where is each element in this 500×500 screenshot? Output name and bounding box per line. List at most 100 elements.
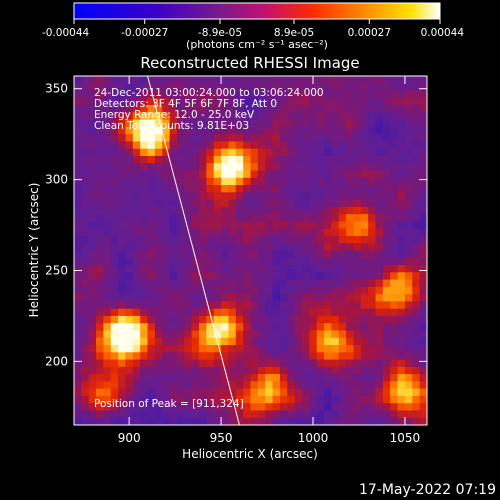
heatmap-cell — [404, 286, 413, 295]
heatmap-cell — [360, 272, 369, 280]
heatmap-cell — [140, 185, 148, 193]
heatmap-cell — [169, 105, 178, 113]
heatmap-cell — [213, 105, 222, 113]
heatmap-cell — [147, 214, 156, 222]
heatmap-cell — [265, 243, 273, 251]
heatmap-cell — [154, 286, 163, 295]
heatmap-cell — [368, 330, 376, 339]
heatmap-cell — [110, 126, 119, 135]
heatmap-cell — [346, 403, 354, 411]
heatmap-cell — [235, 228, 244, 237]
heatmap-cell — [316, 155, 325, 164]
heatmap-cell — [375, 265, 384, 273]
heatmap-cell — [235, 308, 244, 317]
heatmap-cell — [390, 381, 398, 390]
heatmap-cell — [169, 272, 178, 280]
heatmap-cell — [419, 308, 427, 317]
heatmap-cell — [96, 345, 104, 353]
heatmap-cell — [331, 235, 340, 244]
heatmap-cell — [250, 315, 259, 324]
heatmap-cell — [199, 337, 207, 346]
heatmap-cell — [404, 243, 413, 251]
heatmap-cell — [390, 359, 398, 368]
heatmap-cell — [147, 185, 156, 193]
x-axis-label: Heliocentric X (arcsec) — [182, 447, 318, 461]
heatmap-cell — [140, 352, 148, 360]
colorbar-tick-label: 0.00027 — [348, 27, 391, 39]
heatmap-cell — [154, 206, 163, 215]
heatmap-cell — [338, 272, 347, 280]
heatmap-cell — [74, 185, 82, 193]
heatmap-cell — [110, 97, 119, 106]
heatmap-cell — [96, 119, 104, 128]
heatmap-cell — [243, 279, 251, 288]
heatmap-cell — [353, 403, 362, 411]
heatmap-cell — [191, 381, 200, 390]
heatmap-cell — [228, 90, 237, 99]
heatmap-cell — [74, 417, 82, 425]
heatmap-cell — [96, 294, 104, 302]
heatmap-cell — [346, 177, 354, 186]
heatmap-cell — [272, 97, 281, 106]
heatmap-cell — [331, 177, 340, 186]
heatmap-cell — [199, 272, 207, 280]
heatmap-cell — [338, 257, 347, 266]
heatmap-cell — [331, 163, 340, 171]
heatmap-cell — [103, 177, 112, 186]
heatmap-cell — [279, 185, 288, 193]
heatmap-cell — [250, 294, 259, 302]
heatmap-cell — [301, 141, 310, 150]
heatmap-cell — [206, 163, 215, 171]
heatmap-cell — [228, 315, 237, 324]
heatmap-cell — [250, 301, 259, 310]
heatmap-cell — [81, 148, 90, 157]
heatmap-cell — [397, 199, 406, 208]
solar-limb-line — [147, 76, 240, 425]
heatmap-cell — [103, 141, 112, 150]
heatmap-cell — [375, 155, 384, 164]
heatmap-cell — [147, 112, 156, 121]
heatmap-cell — [324, 155, 332, 164]
heatmap-cell — [287, 381, 296, 390]
heatmap-cell — [110, 301, 119, 310]
heatmap-cell — [412, 257, 421, 266]
heatmap-cell — [243, 301, 251, 310]
heatmap-cell — [316, 410, 325, 419]
heatmap-cell — [154, 366, 163, 375]
heatmap-cell — [169, 221, 178, 230]
heatmap-cell — [294, 206, 303, 215]
heatmap-cell — [265, 235, 273, 244]
heatmap-cell — [154, 381, 163, 390]
heatmap-cell — [228, 105, 237, 113]
heatmap-cell — [243, 345, 251, 353]
heatmap-cell — [404, 395, 413, 404]
heatmap-cell — [213, 199, 222, 208]
heatmap-cell — [338, 337, 347, 346]
heatmap-cell — [103, 97, 112, 106]
heatmap-cell — [243, 410, 251, 419]
heatmap-cell — [412, 323, 421, 331]
heatmap-cell — [257, 403, 266, 411]
heatmap-cell — [235, 126, 244, 135]
heatmap-cell — [390, 243, 398, 251]
heatmap-cell — [154, 272, 163, 280]
heatmap-cell — [331, 279, 340, 288]
heatmap-cell — [390, 315, 398, 324]
heatmap-cell — [294, 366, 303, 375]
heatmap-cell — [404, 185, 413, 193]
heatmap-cell — [250, 112, 259, 121]
heatmap-cell — [199, 374, 207, 382]
heatmap-cell — [74, 265, 82, 273]
heatmap-cell — [228, 243, 237, 251]
heatmap-cell — [199, 403, 207, 411]
heatmap-cell — [176, 381, 185, 390]
heatmap-cell — [176, 272, 185, 280]
heatmap-cell — [81, 272, 90, 280]
heatmap-cell — [125, 359, 134, 368]
heatmap-cell — [309, 388, 318, 397]
heatmap-cell — [191, 185, 200, 193]
heatmap-cell — [103, 214, 112, 222]
heatmap-cell — [81, 192, 90, 200]
chart-title: Reconstructed RHESSI Image — [140, 54, 359, 72]
heatmap-cell — [390, 294, 398, 302]
